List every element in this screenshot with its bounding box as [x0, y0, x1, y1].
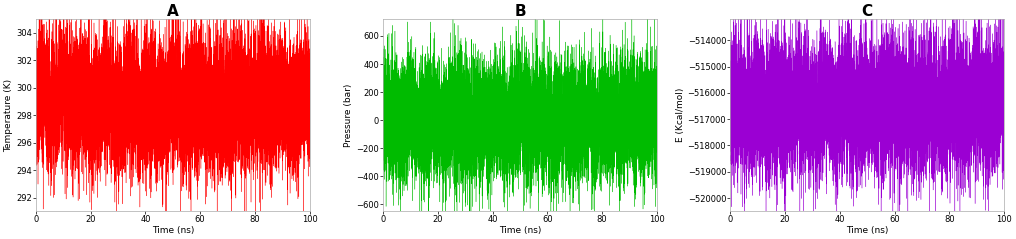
Title: B: B	[514, 4, 526, 19]
Y-axis label: Pressure (bar): Pressure (bar)	[344, 84, 354, 147]
Title: A: A	[167, 4, 179, 19]
Y-axis label: E (Kcal/mol): E (Kcal/mol)	[676, 88, 685, 142]
X-axis label: Time (ns): Time (ns)	[151, 226, 194, 235]
Title: C: C	[862, 4, 873, 19]
X-axis label: Time (ns): Time (ns)	[499, 226, 542, 235]
X-axis label: Time (ns): Time (ns)	[846, 226, 888, 235]
Y-axis label: Temperature (K): Temperature (K)	[4, 79, 13, 152]
